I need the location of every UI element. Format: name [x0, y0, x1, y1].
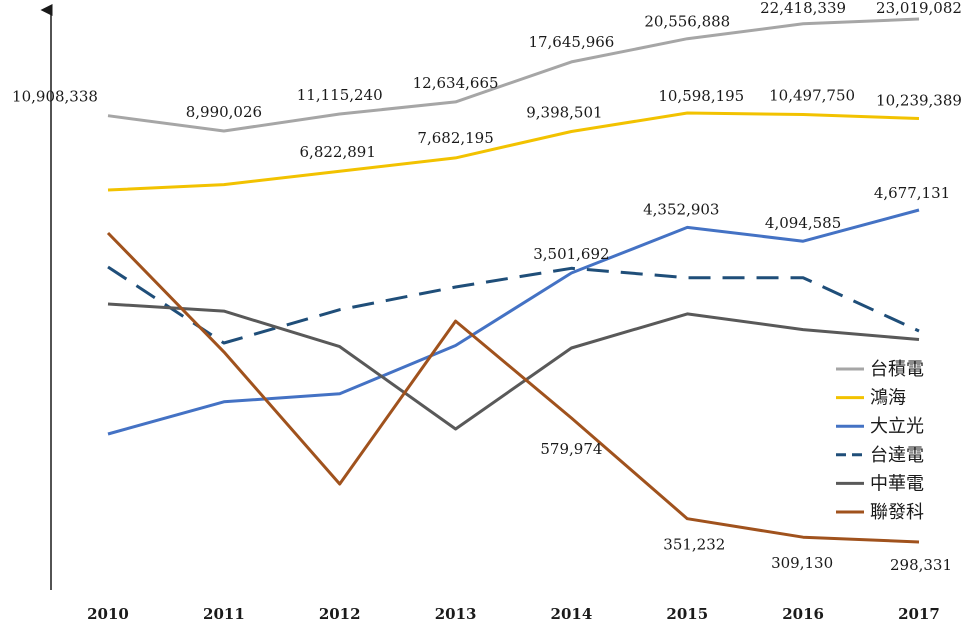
series-4: [107, 265, 920, 345]
series-line: [106, 231, 920, 544]
x-tick-label: 2011: [203, 605, 245, 623]
series-line: [107, 302, 920, 431]
data-label: 298,331: [890, 556, 952, 574]
data-label: 3,501,692: [533, 245, 609, 263]
series-line: [107, 208, 920, 436]
data-label: 23,019,082: [876, 0, 962, 17]
x-tick-label: 2017: [898, 605, 940, 623]
data-label: 4,677,131: [874, 184, 950, 202]
x-tick-label: 2010: [87, 605, 129, 623]
legend-entry: 鴻海: [836, 388, 906, 409]
legend-label: 台達電: [870, 445, 924, 466]
series-2: [107, 111, 920, 192]
data-label: 7,682,195: [417, 129, 493, 147]
data-label: 22,418,339: [760, 0, 846, 17]
legend-entry: 中華電: [836, 473, 924, 494]
series-3: [107, 208, 920, 436]
legend-label: 大立光: [870, 416, 924, 437]
data-label: 6,822,891: [300, 143, 376, 161]
data-label: 10,908,338: [12, 88, 98, 106]
legend-entry: 大立光: [836, 416, 924, 437]
data-label: 309,130: [771, 554, 833, 572]
data-label: 11,115,240: [297, 86, 383, 104]
data-label: 8,990,026: [186, 103, 262, 121]
x-tick-label: 2013: [435, 605, 477, 623]
series-layer: [106, 17, 920, 544]
series-line: [107, 17, 920, 133]
data-label: 10,497,750: [769, 87, 855, 105]
x-tick-label: 2015: [666, 605, 708, 623]
x-tick-label: 2012: [319, 605, 361, 623]
data-label-layer: 10,908,338 8,990,026 11,115,240 12,634,665 1…: [12, 0, 962, 574]
x-axis-ticks: 2010 2011 2012 2013 2014 2015 2016 2017: [87, 605, 940, 623]
data-label: 12,634,665: [413, 74, 499, 92]
legend-label: 聯發科: [870, 502, 924, 523]
x-tick-label: 2014: [551, 605, 593, 623]
legend-entry: 聯發科: [836, 502, 924, 523]
data-label: 10,598,195: [658, 87, 744, 105]
data-label: 9,398,501: [526, 104, 602, 122]
legend-entry: 台積電: [836, 359, 924, 380]
data-label: 4,094,585: [765, 214, 841, 232]
legend-label: 中華電: [870, 473, 924, 494]
series-1: [107, 17, 920, 133]
series-line: [107, 111, 920, 192]
series-6: [106, 231, 920, 544]
series-5: [107, 302, 920, 431]
legend-label: 鴻海: [870, 388, 906, 409]
legend-label: 台積電: [870, 359, 924, 380]
x-tick-label: 2016: [782, 605, 824, 623]
data-label: 20,556,888: [644, 13, 730, 31]
data-label: 10,239,389: [876, 92, 962, 110]
data-label: 351,232: [663, 536, 725, 554]
data-label: 579,974: [540, 440, 602, 458]
data-label: 17,645,966: [528, 33, 614, 51]
series-line: [107, 265, 920, 345]
data-label: 4,352,903: [643, 200, 719, 218]
legend-entry: 台達電: [836, 445, 924, 466]
